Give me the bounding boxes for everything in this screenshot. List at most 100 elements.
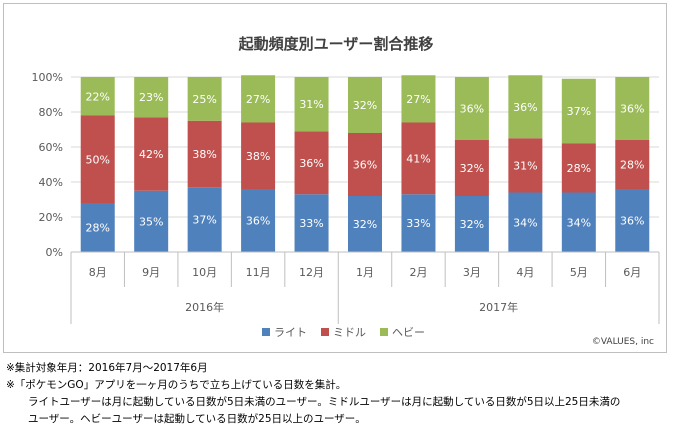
bar-segment	[615, 77, 650, 140]
legend-swatch	[380, 328, 388, 336]
x-tick-label: 2月	[409, 266, 427, 279]
note-method: ※「ポケモンGO」アプリを一ヶ月のうちで立ち上げている日数を集計。	[6, 379, 347, 391]
bar-segment	[508, 192, 543, 252]
bar-segment	[134, 190, 169, 252]
x-tick-label: 8月	[89, 266, 107, 279]
data-label: 42%	[139, 148, 163, 161]
note-period: ※集計対象年月：2016年7月～2017年6月	[6, 362, 208, 374]
bar-segment	[80, 77, 115, 116]
data-label: 36%	[620, 103, 644, 116]
x-tick-label: 4月	[516, 266, 534, 279]
data-label: 37%	[192, 214, 216, 227]
bar-segment	[187, 77, 222, 121]
x-tick-label: 10月	[192, 266, 217, 279]
y-tick-label: 100%	[32, 71, 63, 84]
chart-credit: ©VALUES, inc	[592, 337, 654, 347]
bar-segment	[615, 189, 650, 252]
bar-segment	[348, 133, 382, 196]
footnotes: ※集計対象年月：2016年7月～2017年6月 ※「ポケモンGO」アプリを一ヶ月…	[6, 360, 670, 428]
data-label: 28%	[620, 159, 644, 172]
x-tick-label: 5月	[570, 266, 588, 279]
data-label: 28%	[86, 222, 110, 235]
bar-segment	[294, 131, 329, 195]
stacked-bar-chart: 起動頻度別ユーザー割合推移 28% 50% 22% 35% 42% 23% 37% 38% 25…	[32, 35, 660, 347]
data-label: 32%	[353, 99, 377, 112]
data-label: 41%	[406, 152, 430, 165]
chart-title: 起動頻度別ユーザー割合推移	[238, 35, 434, 53]
data-label: 22%	[86, 90, 110, 103]
bar-segment	[294, 77, 329, 132]
x-tick-label: 12月	[299, 266, 324, 279]
bar-segment	[348, 77, 382, 133]
group-label: 2016年	[185, 300, 224, 314]
bar-segment	[294, 194, 329, 252]
data-label: 31%	[299, 98, 323, 111]
data-label: 35%	[139, 215, 163, 228]
data-label: 25%	[192, 93, 216, 106]
y-tick-label: 80%	[39, 106, 63, 119]
bar-segment	[187, 187, 222, 252]
bar-segment	[508, 75, 543, 139]
data-label: 27%	[406, 93, 430, 106]
data-label: 32%	[460, 218, 484, 231]
bar-segment	[348, 196, 382, 252]
legend-swatch	[321, 328, 329, 336]
bar-segment	[401, 122, 436, 195]
bar-segment	[615, 140, 650, 189]
data-label: 33%	[299, 217, 323, 230]
legend-label: ミドル	[333, 326, 366, 339]
data-label: 28%	[567, 162, 591, 175]
data-label: 38%	[192, 148, 216, 161]
y-tick-label: 40%	[39, 176, 63, 189]
x-tick-label: 11月	[246, 266, 271, 279]
data-label: 36%	[246, 215, 270, 228]
note-definition-1: ライトユーザーは月に起動している日数が5日未満のユーザー。ミドルユーザーは月に起…	[28, 396, 621, 408]
bar-segment	[134, 77, 169, 118]
data-label: 36%	[620, 215, 644, 228]
bar-segment	[561, 192, 596, 252]
y-tick-label: 0%	[46, 246, 63, 259]
bar-segment	[80, 203, 115, 252]
data-label: 32%	[353, 218, 377, 231]
group-label: 2017年	[479, 300, 518, 314]
data-label: 37%	[567, 105, 591, 118]
data-label: 27%	[246, 93, 270, 106]
x-tick-label: 3月	[463, 266, 481, 279]
chart-frame: 起動頻度別ユーザー割合推移 28% 50% 22% 35% 42% 23% 37% 38% 25…	[3, 3, 667, 353]
data-label: 33%	[406, 217, 430, 230]
note-definition-2: ユーザー。ヘビーユーザーは起動している日数が25日以上のユーザー。	[28, 413, 366, 425]
x-tick-label: 9月	[142, 266, 160, 279]
bar-segment	[241, 75, 276, 123]
data-label: 32%	[460, 162, 484, 175]
data-label: 36%	[513, 101, 537, 114]
data-label: 36%	[353, 159, 377, 172]
data-label: 23%	[139, 91, 163, 104]
legend-label: ライト	[274, 326, 307, 339]
bar-segment	[401, 194, 436, 252]
data-label: 36%	[460, 103, 484, 116]
legend-swatch	[262, 328, 270, 336]
y-tick-label: 20%	[39, 211, 63, 224]
data-label: 36%	[299, 157, 323, 170]
bar-segment	[561, 143, 596, 193]
bar-segment	[80, 115, 115, 203]
bar-segment	[241, 189, 276, 252]
bar-segment	[561, 78, 596, 144]
bar-segment	[134, 117, 169, 191]
bar-segment	[401, 75, 436, 123]
x-tick-label: 6月	[623, 266, 641, 279]
data-label: 50%	[86, 153, 110, 166]
data-label: 31%	[513, 159, 537, 172]
y-tick-label: 60%	[39, 141, 63, 154]
data-label: 34%	[567, 216, 591, 229]
data-label: 38%	[246, 150, 270, 163]
bar-segment	[454, 77, 489, 140]
data-label: 34%	[513, 216, 537, 229]
legend-label: ヘビー	[392, 326, 425, 339]
x-tick-label: 1月	[356, 266, 374, 279]
bar-segment	[454, 140, 489, 196]
bar-segment	[187, 120, 222, 188]
bar-segment	[241, 122, 276, 189]
bar-segment	[508, 138, 543, 193]
bar-segment	[454, 196, 489, 252]
